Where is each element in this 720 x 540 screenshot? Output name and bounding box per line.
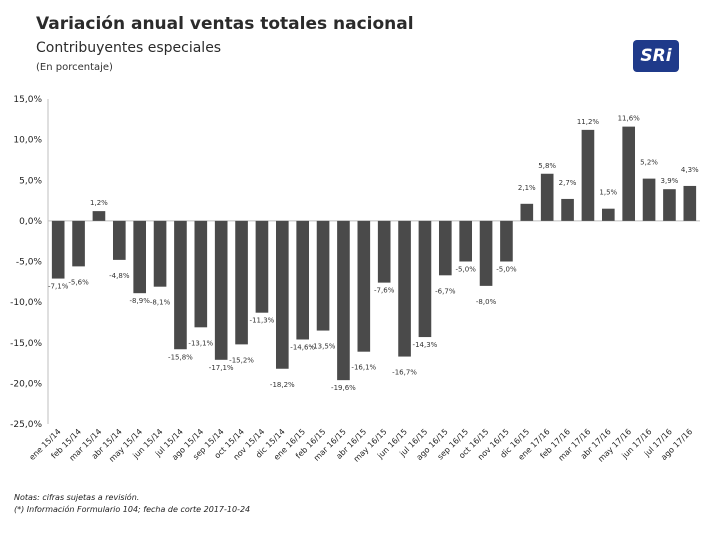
y-tick-label: -15,0% [10,339,42,349]
bar [683,185,697,221]
bar [92,211,106,221]
data-label: -17,1% [209,364,234,372]
data-label: -13,5% [311,343,336,351]
data-label: 5,8% [538,162,556,170]
y-tick-label: 15,0% [13,95,42,105]
bar [561,198,574,221]
chart-notes: Notas: cifras sujetas a revisión. (*) In… [14,492,250,516]
bar [622,126,636,221]
bar [275,220,289,369]
data-label: 4,3% [681,166,699,174]
bar [72,220,85,267]
data-label: -7,1% [48,283,69,291]
bar [133,220,147,294]
data-label: -8,1% [150,299,171,307]
data-label: -5,0% [456,266,477,274]
y-tick-label: 0,0% [19,217,42,227]
data-label: -5,0% [496,266,517,274]
y-tick-label: -20,0% [10,379,42,389]
note-line-1: Notas: cifras sujetas a revisión. [14,493,140,502]
data-label: -5,6% [68,278,89,286]
bar [479,220,493,286]
data-label: -15,2% [229,356,254,364]
data-label: 5,2% [640,159,658,167]
data-label: 3,9% [661,177,679,185]
sri-logo: SRi [633,40,679,72]
bar [520,203,534,221]
bar [214,220,228,360]
bar [316,220,330,331]
data-label: -13,1% [188,339,213,347]
bar [540,173,554,221]
data-label: -16,7% [392,369,417,377]
bar [418,220,432,338]
data-label: -15,8% [168,353,193,361]
y-tick-label: 5,0% [19,176,42,186]
data-label: -8,0% [476,298,497,306]
bar [642,178,656,221]
bar [337,220,350,381]
chart-title: Variación anual ventas totales nacional [36,14,414,34]
data-label: -16,1% [351,364,376,372]
bar [174,220,187,350]
unit-note: (En porcentaje) [36,62,113,73]
note-line-2: (*) Información Formulario 104; fecha de… [14,505,251,514]
bar [398,220,411,357]
bar [459,220,473,262]
data-label: 11,2% [577,118,600,126]
data-label: 1,5% [599,189,617,197]
data-label: -6,7% [435,287,456,295]
bar [51,220,65,279]
data-label: -7,6% [374,287,395,295]
data-label: 2,1% [518,184,536,192]
bar [663,189,676,221]
data-label: -14,3% [413,341,438,349]
y-tick-label: -10,0% [10,298,42,308]
y-tick-label: -5,0% [16,258,43,268]
bar [153,220,167,287]
y-tick-label: -25,0% [10,420,42,430]
bar [438,220,452,276]
bar [357,220,371,352]
data-label: -11,3% [250,317,275,325]
bar [296,220,310,340]
chart-subtitle: Contribuyentes especiales [36,40,222,56]
data-label: -19,6% [331,384,356,392]
bar [601,208,615,221]
y-tick-label: 10,0% [13,136,42,146]
data-label: -14,6% [290,344,315,352]
bar [581,129,595,221]
bar [255,220,269,313]
bar [235,220,248,345]
bar [500,220,513,262]
data-label: -8,9% [130,297,151,305]
data-label: -4,8% [109,272,130,280]
bar [194,220,208,328]
data-label: -18,2% [270,381,295,389]
data-label: 1,2% [90,199,108,207]
data-label: 2,7% [559,179,577,187]
bar [112,220,126,260]
bar [377,220,391,283]
data-label: 11,6% [618,115,641,123]
